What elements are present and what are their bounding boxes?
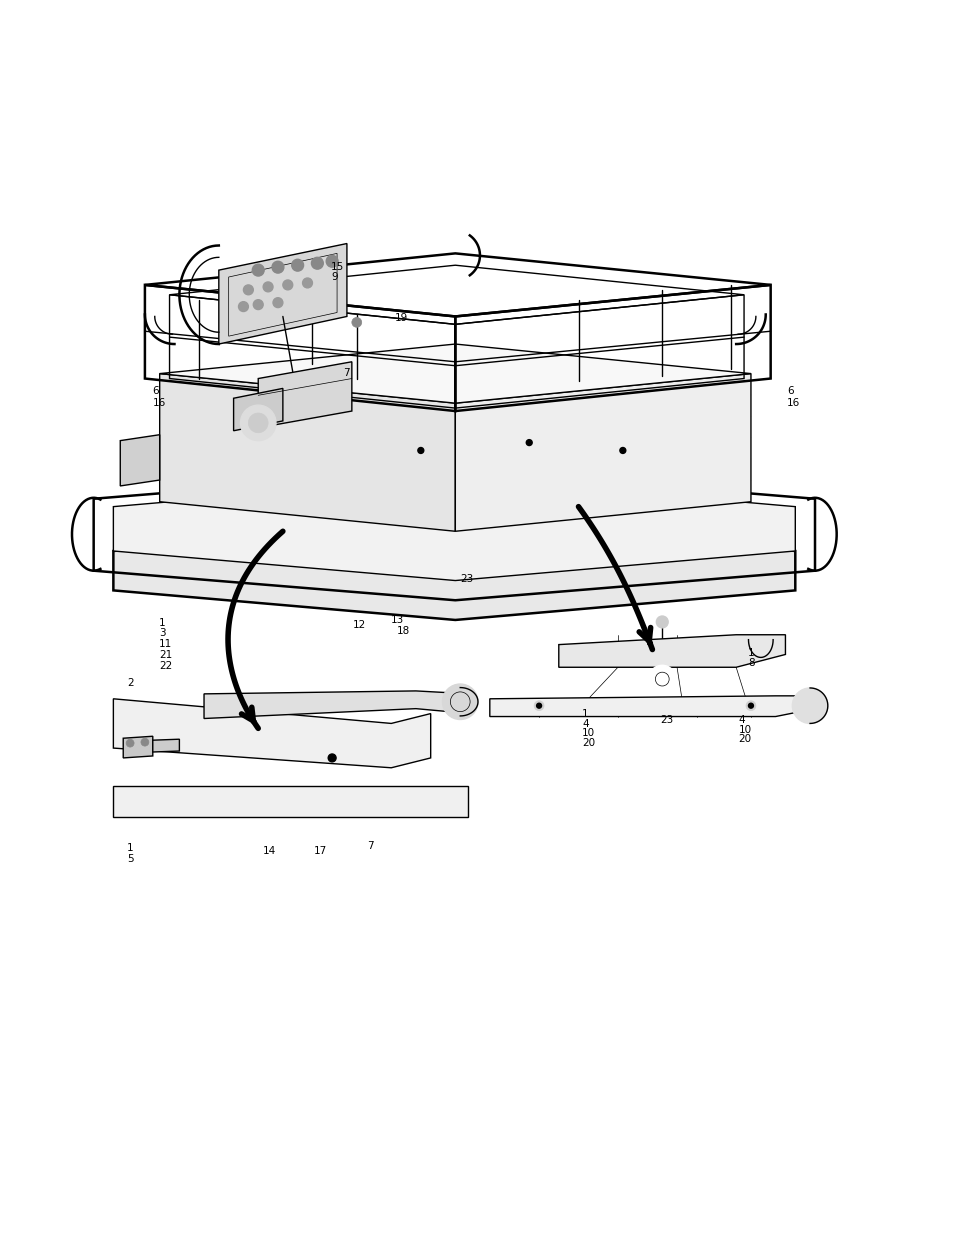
Text: 20: 20 [581, 739, 595, 748]
Circle shape [302, 278, 312, 288]
Circle shape [311, 257, 323, 269]
Circle shape [417, 447, 423, 453]
Text: 18: 18 [396, 626, 410, 636]
Text: 23: 23 [459, 574, 473, 584]
Text: 1: 1 [581, 709, 588, 719]
Polygon shape [159, 374, 455, 531]
Text: 23: 23 [659, 715, 673, 725]
Circle shape [648, 666, 676, 693]
Text: 12: 12 [353, 620, 366, 630]
Text: 8: 8 [747, 658, 754, 668]
Circle shape [292, 259, 303, 272]
Polygon shape [120, 435, 159, 485]
Polygon shape [455, 374, 750, 531]
Circle shape [126, 740, 134, 747]
Circle shape [273, 298, 283, 308]
Circle shape [352, 317, 361, 327]
Text: 11: 11 [159, 640, 172, 650]
Text: 9: 9 [331, 272, 337, 282]
Polygon shape [152, 740, 179, 752]
Text: 22: 22 [159, 661, 172, 672]
Text: 2: 2 [127, 678, 133, 688]
Circle shape [526, 440, 532, 446]
Text: 1: 1 [127, 842, 133, 852]
Circle shape [252, 264, 264, 277]
Text: 4: 4 [738, 715, 744, 725]
Circle shape [240, 405, 275, 441]
Circle shape [238, 301, 248, 311]
Text: 1: 1 [747, 648, 754, 658]
Circle shape [141, 739, 149, 746]
Polygon shape [258, 362, 352, 427]
Text: 10: 10 [738, 725, 751, 735]
Text: 16: 16 [152, 399, 166, 409]
Text: 17: 17 [314, 846, 326, 856]
Text: 14: 14 [262, 846, 275, 856]
Text: 1: 1 [159, 618, 166, 627]
Text: 6: 6 [152, 387, 159, 396]
Circle shape [253, 300, 263, 310]
Polygon shape [233, 388, 283, 431]
Text: 13: 13 [390, 615, 403, 625]
Text: 15: 15 [331, 262, 344, 272]
Text: 21: 21 [159, 651, 172, 661]
Circle shape [248, 412, 268, 432]
Circle shape [326, 256, 337, 267]
Polygon shape [113, 785, 468, 818]
Circle shape [534, 700, 543, 710]
Text: 19: 19 [395, 314, 408, 324]
Text: 4: 4 [581, 719, 588, 729]
Text: 20: 20 [738, 735, 751, 745]
Circle shape [792, 688, 827, 724]
Text: 7: 7 [367, 841, 374, 851]
Polygon shape [113, 699, 430, 768]
Circle shape [283, 280, 293, 290]
Circle shape [328, 755, 335, 762]
Circle shape [536, 703, 541, 708]
Circle shape [619, 447, 625, 453]
Text: 3: 3 [159, 629, 166, 638]
Text: 10: 10 [581, 729, 595, 739]
Circle shape [748, 703, 753, 708]
Polygon shape [218, 243, 347, 345]
Text: 7: 7 [343, 368, 350, 378]
Circle shape [243, 285, 253, 295]
Polygon shape [204, 690, 470, 719]
Polygon shape [123, 736, 152, 758]
Polygon shape [113, 521, 795, 620]
Polygon shape [558, 635, 784, 667]
Circle shape [442, 684, 477, 720]
Circle shape [272, 262, 284, 273]
Polygon shape [113, 477, 795, 580]
Polygon shape [159, 345, 750, 403]
Circle shape [263, 282, 273, 291]
Text: 5: 5 [127, 853, 133, 863]
Circle shape [745, 700, 755, 710]
Polygon shape [489, 695, 814, 716]
Text: 6: 6 [786, 387, 793, 396]
Circle shape [656, 616, 667, 627]
Text: 16: 16 [786, 399, 800, 409]
